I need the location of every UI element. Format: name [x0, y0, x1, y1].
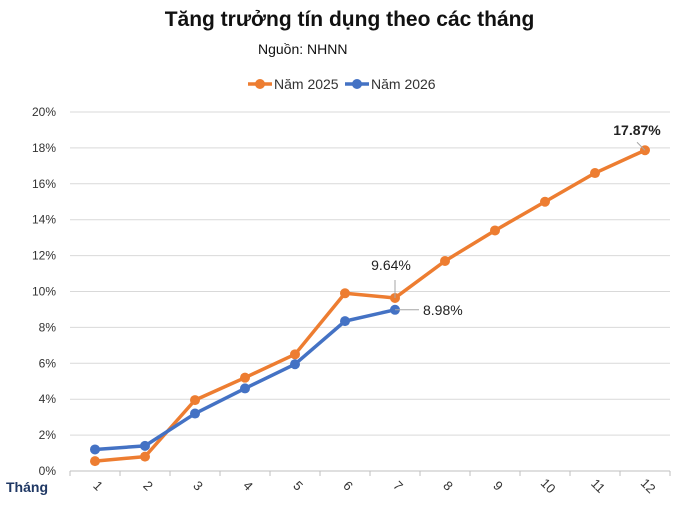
x-axis-label: Tháng	[6, 479, 48, 495]
data-label-leader	[636, 141, 646, 151]
legend-marker-1	[255, 79, 265, 89]
data-point	[540, 196, 550, 207]
data-point	[590, 168, 600, 179]
y-tick-label: 8%	[39, 320, 57, 334]
data-point	[90, 456, 100, 467]
y-axis: 0% 2% 4% 6% 8% 10% 12% 14% 16% 18% 20%	[32, 105, 56, 478]
data-label: 8.98%	[423, 302, 463, 318]
x-tick-label: 8	[440, 478, 456, 494]
data-point	[140, 440, 150, 451]
y-tick-label: 10%	[32, 285, 56, 299]
legend-marker-2	[352, 79, 362, 89]
data-point	[90, 444, 100, 455]
data-point	[140, 451, 150, 462]
data-point	[240, 372, 250, 383]
data-point	[340, 316, 350, 327]
data-point	[290, 349, 300, 360]
x-tick-label: 10	[538, 475, 559, 496]
x-tick-label: 1	[90, 478, 106, 494]
data-point	[290, 359, 300, 370]
data-point	[340, 288, 350, 299]
x-tick-label: 12	[638, 475, 659, 496]
chart-subtitle: Nguồn: NHNN	[258, 41, 348, 57]
x-tick-label: 11	[588, 476, 608, 496]
legend-label-2: Năm 2026	[371, 76, 436, 92]
x-axis: 1 2 3 4 5 6 7 8 9 10 11 12	[69, 471, 671, 496]
data-point	[240, 383, 250, 394]
x-tick-label: 4	[240, 478, 256, 494]
y-tick-label: 6%	[39, 356, 57, 370]
data-point	[190, 408, 200, 419]
data-labels: 9.64% 8.98% 17.87%	[371, 122, 661, 318]
y-tick-label: 18%	[32, 141, 56, 155]
y-tick-label: 12%	[32, 249, 56, 263]
y-tick-label: 2%	[39, 428, 57, 442]
y-tick-label: 14%	[32, 213, 56, 227]
legend: Năm 2025 Năm 2026	[248, 76, 436, 92]
y-tick-label: 4%	[39, 392, 57, 406]
gridlines	[70, 111, 670, 472]
x-tick-label: 5	[290, 478, 306, 494]
y-tick-label: 16%	[32, 177, 56, 191]
series-layer	[90, 145, 650, 467]
data-label: 9.64%	[371, 257, 411, 273]
x-tick-label: 9	[490, 478, 506, 494]
data-point	[490, 225, 500, 236]
x-tick-label: 3	[190, 478, 206, 494]
data-point	[440, 255, 450, 266]
chart-title: Tăng trưởng tín dụng theo các tháng	[164, 8, 535, 31]
data-point	[190, 395, 200, 406]
y-tick-label: 0%	[39, 464, 57, 478]
series-line-1	[93, 148, 647, 463]
x-tick-label: 2	[140, 478, 156, 494]
x-tick-label: 6	[340, 478, 356, 494]
legend-label-1: Năm 2025	[274, 76, 339, 92]
data-label: 17.87%	[613, 122, 661, 138]
y-tick-label: 20%	[32, 105, 56, 119]
x-tick-label: 7	[390, 478, 406, 494]
